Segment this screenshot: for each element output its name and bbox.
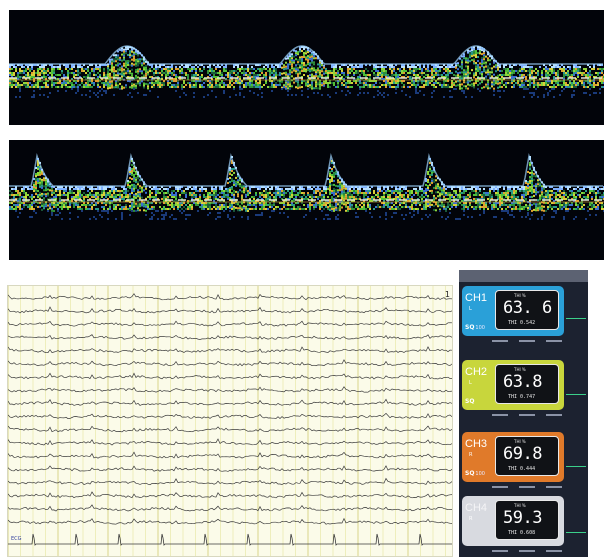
trend-trace [566, 532, 586, 533]
channel-side: R [469, 516, 473, 522]
channel-name: CH3 [465, 438, 488, 450]
readout-unit: THI % [514, 293, 526, 298]
channel-panel-ch2: CH2 L SQ THI % 63.8 THI 0.747 [462, 360, 564, 422]
eeg-recording: 1 ECG [7, 285, 453, 557]
readout-unit: THI % [514, 439, 526, 444]
spectrum-speckle [9, 46, 604, 98]
channel-panel-ch1: CH1 L SQ100 THI % 63. 6 THI 0.542 [462, 286, 564, 348]
spectrum-speckle [9, 156, 604, 220]
trend-trace [566, 466, 586, 467]
readout-thi: THI 0.542 [508, 320, 536, 326]
doppler-spectrogram-top [9, 10, 604, 125]
eeg-corner-mark: 1 [444, 290, 450, 299]
nirs-monitor-screen: CH1 L SQ100 THI % 63. 6 THI 0.542 CH2 L … [459, 270, 588, 557]
spectrum-envelope [9, 45, 603, 65]
signal-quality-label: SQ100 [465, 470, 485, 477]
channel-name: CH1 [465, 292, 488, 304]
channel-panel-ch3: CH3 R SQ100 THI % 69.8 THI 0.444 [462, 432, 564, 494]
channel-side: L [469, 380, 472, 386]
signal-quality-label: SQ100 [465, 324, 485, 331]
channel-panel-ch4: CH4 R THI % 59.3 THI 0.608 [462, 496, 564, 557]
readout-unit: THI % [514, 503, 526, 508]
readout-unit: THI % [514, 367, 526, 372]
channel-readout: THI % 63. 6 THI 0.542 [495, 290, 559, 330]
channel-footer [492, 483, 562, 492]
channel-card: CH4 R THI % 59.3 THI 0.608 [462, 496, 564, 546]
doppler-spectrum-plot [9, 153, 604, 220]
channel-side: L [469, 306, 472, 312]
channel-name: CH4 [465, 502, 488, 514]
trend-trace [566, 394, 586, 395]
eeg-channel-traces [8, 293, 452, 546]
eeg-channel-label: ECG [11, 536, 22, 542]
readout-thi: THI 0.608 [508, 530, 536, 536]
channel-card: CH3 R SQ100 THI % 69.8 THI 0.444 [462, 432, 564, 482]
eeg-traces [8, 286, 452, 556]
readout-thi: THI 0.444 [508, 466, 536, 472]
channel-name: CH2 [465, 366, 488, 378]
readout-value: 63.8 [503, 372, 542, 392]
channel-card: CH1 L SQ100 THI % 63. 6 THI 0.542 [462, 286, 564, 336]
channel-footer [492, 547, 562, 556]
readout-value: 69.8 [503, 444, 542, 464]
channel-readout: THI % 69.8 THI 0.444 [495, 436, 559, 476]
channel-readout: THI % 63.8 THI 0.747 [495, 364, 559, 404]
channel-readout: THI % 59.3 THI 0.608 [495, 500, 559, 540]
doppler-spectrum-plot [9, 45, 604, 98]
channel-card: CH2 L SQ THI % 63.8 THI 0.747 [462, 360, 564, 410]
channel-side: R [469, 452, 473, 458]
channel-footer [492, 337, 562, 346]
readout-value: 59.3 [503, 508, 542, 528]
channel-footer [492, 411, 562, 420]
readout-value: 63. 6 [503, 298, 552, 318]
trend-trace [566, 318, 586, 319]
eeg-grid [8, 286, 446, 556]
monitor-header [459, 270, 588, 282]
signal-quality-label [465, 534, 466, 541]
signal-quality-label: SQ [465, 398, 475, 405]
spectrum-envelope [9, 153, 603, 187]
doppler-spectrogram-bottom [9, 140, 604, 260]
readout-thi: THI 0.747 [508, 394, 536, 400]
